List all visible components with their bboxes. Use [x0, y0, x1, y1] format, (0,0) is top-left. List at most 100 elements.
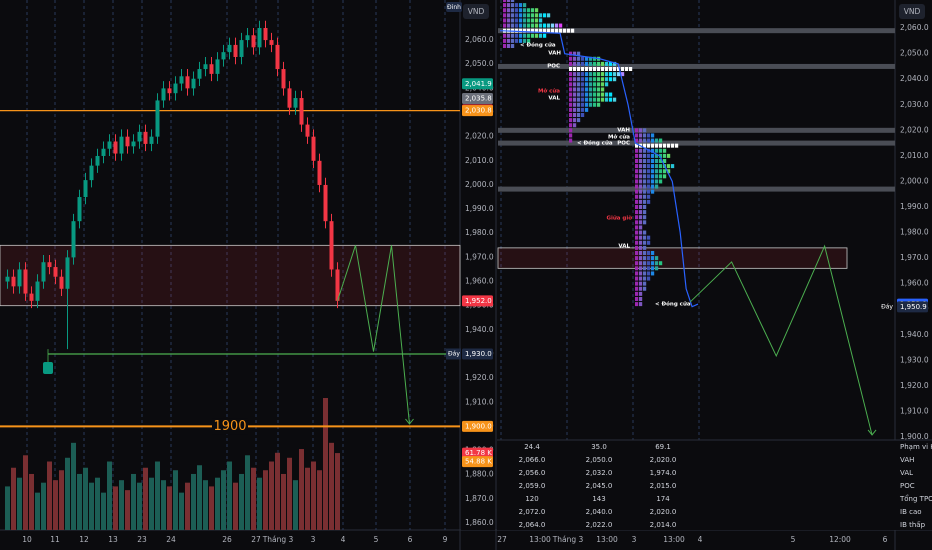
- tpo-block: [613, 97, 617, 102]
- tpo-block: [643, 189, 647, 194]
- volume-bar: [191, 473, 196, 530]
- tpo-block: [651, 153, 655, 158]
- tpo-row: [569, 112, 585, 117]
- tpo-block: [643, 250, 647, 255]
- stats-label: Tổng TPO: [899, 494, 932, 503]
- volume-bar: [263, 470, 268, 530]
- tpo-block: [635, 138, 639, 143]
- tpo-block: [643, 230, 647, 235]
- tpo-block: [551, 28, 555, 33]
- currency-button[interactable]: [463, 4, 489, 19]
- y-tick-label: 1,940.0: [465, 325, 494, 334]
- annotation: < Đóng cửa: [577, 140, 613, 147]
- price-tag-bg: [462, 348, 493, 360]
- tpo-block: [581, 61, 585, 66]
- stats-cell: 2,022.0: [586, 521, 613, 529]
- tpo-block: [639, 286, 643, 291]
- tpo-block: [655, 266, 659, 271]
- volume-bar: [317, 470, 322, 530]
- tpo-row: [635, 296, 643, 301]
- tpo-block: [639, 199, 643, 204]
- tpo-block: [569, 128, 573, 133]
- tpo-block: [639, 189, 643, 194]
- candle-body: [281, 69, 286, 89]
- tpo-block: [503, 33, 507, 38]
- tpo-block: [635, 261, 639, 266]
- volume-bar: [29, 473, 34, 530]
- tpo-row: [503, 33, 547, 38]
- volume-bar: [65, 457, 70, 530]
- price-tag-bg: [462, 78, 493, 90]
- tpo-block: [503, 43, 507, 48]
- tpo-block: [643, 235, 647, 240]
- tpo-row: [635, 194, 651, 199]
- tpo-block: [597, 82, 601, 87]
- tpo-block: [609, 77, 613, 82]
- tpo-row: [503, 0, 515, 2]
- y-tick-label: 1,990.0: [465, 204, 494, 213]
- tpo-block: [655, 148, 659, 153]
- tpo-row: [635, 286, 647, 291]
- candle-body: [95, 155, 100, 166]
- tpo-block: [577, 77, 581, 82]
- tpo-block: [507, 18, 511, 23]
- stats-cell: 143: [592, 495, 605, 503]
- tpo-block: [647, 158, 651, 163]
- tpo-block: [569, 87, 573, 92]
- tpo-block: [651, 174, 655, 179]
- tpo-block: [597, 92, 601, 97]
- tpo-block: [605, 82, 609, 87]
- volume-bar: [125, 490, 130, 530]
- tpo-block: [635, 210, 639, 215]
- candle-body: [17, 269, 22, 287]
- tpo-block: [635, 189, 639, 194]
- tpo-block: [647, 250, 651, 255]
- volume-bar: [329, 442, 334, 530]
- tpo-block: [527, 13, 531, 18]
- volume-tag-bg: [462, 447, 493, 459]
- tpo-row: [635, 220, 647, 225]
- tpo-block: [655, 184, 659, 189]
- time-label: 5: [791, 535, 796, 544]
- price-tag-bg: [462, 420, 493, 432]
- volume-bar: [149, 477, 154, 530]
- tpo-block: [523, 38, 527, 43]
- tpo-block: [503, 38, 507, 43]
- tpo-block: [581, 82, 585, 87]
- candle-body: [41, 262, 46, 282]
- candle-body: [107, 141, 112, 149]
- tpo-block: [605, 77, 609, 82]
- time-label: 26: [222, 535, 232, 544]
- poc-extension: [498, 127, 895, 133]
- price-tag: 2,041.9: [465, 80, 492, 88]
- tpo-block: [569, 82, 573, 87]
- tpo-block: [597, 72, 601, 77]
- tpo-block: [643, 133, 647, 138]
- tpo-block: [635, 199, 639, 204]
- tpo-block: [659, 153, 663, 158]
- tpo-block: [597, 97, 601, 102]
- tpo-block: [515, 33, 519, 38]
- y-tick-label: 1,980.0: [465, 228, 494, 237]
- tpo-block: [639, 261, 643, 266]
- tpo-row: [635, 225, 643, 230]
- tpo-block: [593, 56, 597, 61]
- tpo-block: [655, 153, 659, 158]
- volume-bar: [137, 482, 142, 530]
- tpo-block: [569, 56, 573, 61]
- time-label: 23: [137, 535, 147, 544]
- tpo-block: [573, 82, 577, 87]
- tpo-block: [639, 194, 643, 199]
- tpo-block: [507, 38, 511, 43]
- price-tag: 2,035.8: [465, 95, 492, 103]
- tpo-block: [601, 82, 605, 87]
- tpo-block: [647, 271, 651, 276]
- tpo-block: [585, 87, 589, 92]
- tpo-block: [625, 66, 629, 71]
- currency-button[interactable]: [899, 4, 925, 19]
- tpo-block: [569, 138, 573, 143]
- volume-bar: [197, 465, 202, 530]
- tpo-block: [617, 72, 621, 77]
- tpo-block: [613, 72, 617, 77]
- tpo-block: [555, 23, 559, 28]
